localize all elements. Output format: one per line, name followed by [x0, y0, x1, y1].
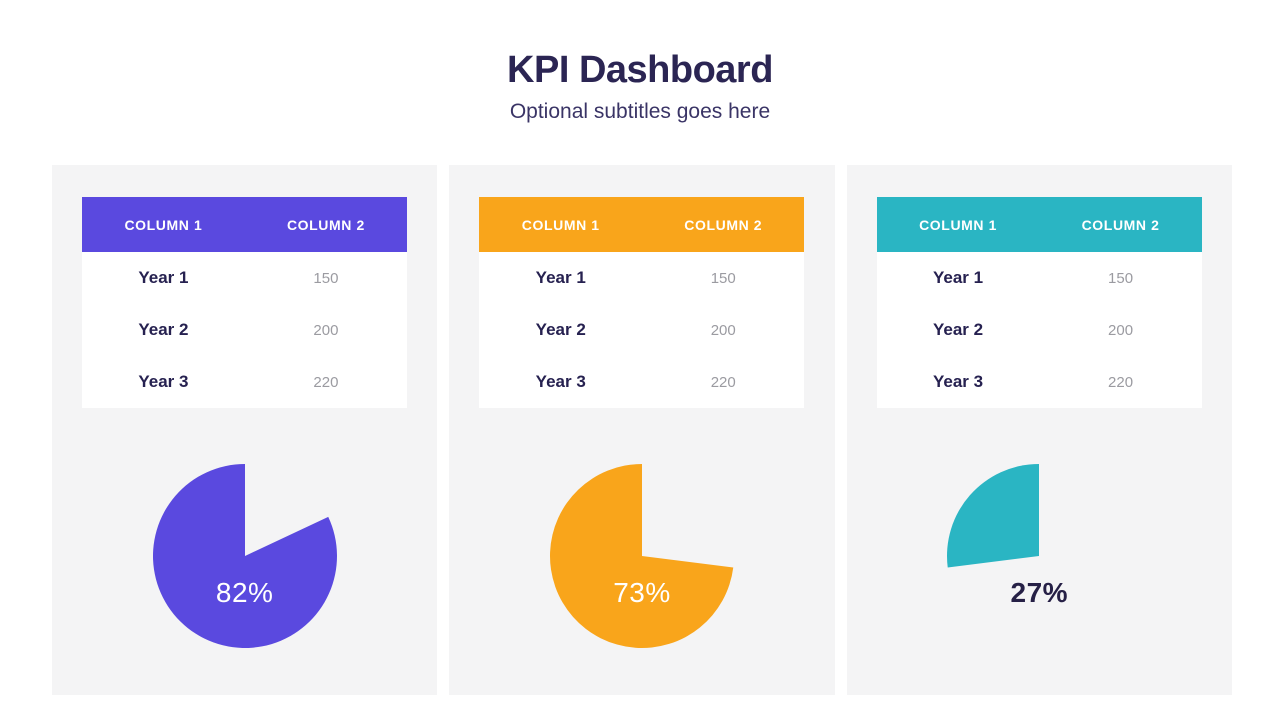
table-row: Year 3 220: [479, 356, 805, 408]
table-row: Year 1 150: [479, 252, 805, 304]
table-row: Year 2 200: [876, 304, 1202, 356]
row-label: Year 3: [535, 372, 586, 391]
kpi-panel-teal: COLUMN 1 COLUMN 2 Year 1 150 Year 2 200 …: [846, 165, 1232, 695]
row-value: 150: [313, 269, 339, 287]
pie-svg: [549, 464, 734, 648]
pie-svg: [947, 464, 1040, 568]
pie-svg: [152, 464, 337, 648]
page-title: KPI Dashboard: [507, 49, 773, 91]
row-value: 200: [1108, 321, 1134, 339]
table-header-col1: COLUMN 1: [82, 197, 245, 252]
table-row: Year 1 150: [876, 252, 1202, 304]
row-label: Year 1: [138, 268, 189, 287]
row-value: 150: [710, 269, 736, 287]
table-row: Year 3 220: [876, 356, 1202, 408]
row-label: Year 2: [933, 320, 984, 339]
kpi-table-purple: COLUMN 1 COLUMN 2 Year 1 150 Year 2 200 …: [82, 197, 408, 408]
pie-percent-label: 82%: [215, 577, 274, 608]
row-value: 200: [710, 321, 736, 339]
table-row: Year 3 220: [82, 356, 408, 408]
pie-slice: [549, 464, 734, 648]
row-label: Year 3: [933, 372, 984, 391]
table-header-col1: COLUMN 1: [876, 197, 1040, 252]
kpi-panel-orange: COLUMN 1 COLUMN 2 Year 1 150 Year 2 200 …: [449, 165, 835, 695]
row-value: 200: [313, 321, 339, 339]
kpi-panel-purple: COLUMN 1 COLUMN 2 Year 1 150 Year 2 200 …: [52, 165, 438, 695]
table-header-row: COLUMN 1 COLUMN 2: [82, 197, 408, 252]
row-label: Year 2: [535, 320, 586, 339]
row-label: Year 1: [535, 268, 586, 287]
kpi-panels-row: COLUMN 1 COLUMN 2 Year 1 150 Year 2 200 …: [52, 165, 1232, 695]
row-label: Year 2: [138, 320, 189, 339]
table-header-row: COLUMN 1 COLUMN 2: [479, 197, 805, 252]
page-subtitle: Optional subtitles goes here: [509, 100, 771, 123]
row-value: 150: [1108, 269, 1134, 287]
row-value: 220: [313, 373, 339, 391]
kpi-table-teal: COLUMN 1 COLUMN 2 Year 1 150 Year 2 200 …: [876, 197, 1202, 408]
row-label: Year 1: [933, 268, 984, 287]
table-header-col2: COLUMN 2: [1039, 197, 1202, 252]
pie-percent-label: 27%: [1010, 577, 1069, 608]
pie-slice: [947, 464, 1040, 568]
table-row: Year 2 200: [82, 304, 408, 356]
table-header-row: COLUMN 1 COLUMN 2: [876, 197, 1202, 252]
pie-chart-purple: 82%: [150, 461, 340, 651]
dashboard-header: KPI Dashboard Optional subtitles goes he…: [0, 0, 1280, 165]
pie-percent-label: 73%: [613, 577, 671, 608]
row-value: 220: [710, 373, 736, 391]
row-label: Year 3: [138, 372, 189, 391]
table-row: Year 1 150: [82, 252, 408, 304]
pie-chart-orange: 73%: [547, 461, 737, 651]
pie-chart-teal: 27%: [944, 461, 1134, 651]
kpi-table-orange: COLUMN 1 COLUMN 2 Year 1 150 Year 2 200 …: [479, 197, 805, 408]
table-row: Year 2 200: [479, 304, 805, 356]
table-header-col2: COLUMN 2: [641, 197, 805, 252]
table-header-col1: COLUMN 1: [479, 197, 642, 252]
pie-slice: [152, 464, 337, 648]
table-header-col2: COLUMN 2: [244, 197, 408, 252]
row-value: 220: [1108, 373, 1134, 391]
